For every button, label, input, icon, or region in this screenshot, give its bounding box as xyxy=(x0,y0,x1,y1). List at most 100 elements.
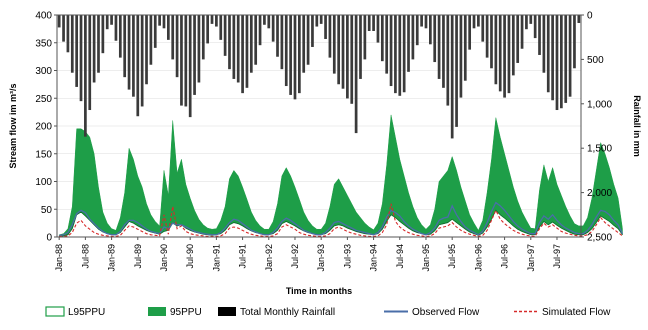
line-layer xyxy=(59,201,624,238)
x-tick-label: Jul-95 xyxy=(447,244,457,269)
rain-bar xyxy=(180,15,183,106)
y-tick-label-right: 1,000 xyxy=(587,99,612,110)
rain-bar xyxy=(402,15,406,93)
rain-bar xyxy=(337,15,341,85)
rain-bar xyxy=(249,15,253,73)
y-tick-label-right: 500 xyxy=(587,55,604,66)
rain-bar xyxy=(324,15,327,39)
rain-bar xyxy=(455,15,458,127)
x-tick-label: Jan-88 xyxy=(54,244,64,272)
rain-bar xyxy=(359,15,362,79)
rain-bar xyxy=(525,15,528,30)
x-tick-label: Jan-90 xyxy=(159,244,169,272)
legend-label: 95PPU xyxy=(170,307,202,318)
x-tick-label: Jul-92 xyxy=(290,244,300,269)
rain-bar xyxy=(175,15,179,78)
y-tick-label-left: 400 xyxy=(35,11,52,22)
x-tick-label: Jan-94 xyxy=(369,244,379,272)
x-tick-label: Jul-94 xyxy=(395,244,405,269)
rain-bar xyxy=(293,15,297,100)
rain-bar xyxy=(276,15,279,57)
rain-bar xyxy=(520,15,524,49)
rain-bar xyxy=(171,15,175,60)
x-tick-label: Jan-92 xyxy=(264,244,274,272)
rain-bar xyxy=(498,15,502,92)
rain-bar xyxy=(88,15,92,111)
rain-bar xyxy=(468,15,472,50)
rain-bar xyxy=(503,15,506,98)
rain-bar xyxy=(437,15,441,79)
rain-bar xyxy=(511,15,515,76)
rain-bar xyxy=(560,15,563,109)
rain-bar xyxy=(533,15,537,39)
rain-bar xyxy=(92,15,96,83)
rain-bar xyxy=(193,15,196,95)
rain-bar xyxy=(494,15,498,85)
x-tick-label: Jul-90 xyxy=(185,244,195,269)
rain-bar xyxy=(415,15,419,46)
rain-bar xyxy=(420,15,423,27)
rain-bar xyxy=(363,15,367,60)
rain-bar xyxy=(197,15,201,83)
rain-bar xyxy=(66,15,70,53)
rain-bar xyxy=(568,15,572,97)
band-95ppu xyxy=(58,114,623,237)
rain-bar xyxy=(385,15,389,74)
rain-bar xyxy=(210,15,214,24)
rain-bar xyxy=(79,15,83,102)
legend-swatch-outline xyxy=(45,306,65,317)
rain-bar xyxy=(315,15,319,27)
rain-bar xyxy=(267,15,271,29)
rain-bar xyxy=(394,15,397,94)
rain-bar xyxy=(241,15,244,94)
legend-label: Total Monthly Rainfall xyxy=(240,307,335,318)
rain-bar xyxy=(136,15,140,117)
rain-bar xyxy=(184,15,188,107)
rain-bar xyxy=(162,15,166,29)
legend-symbol xyxy=(218,307,236,316)
rain-bar xyxy=(284,15,288,87)
rain-bar xyxy=(232,15,236,79)
rain-bar xyxy=(442,15,445,88)
left-axis: 0 50 100 150 200 250 300 350 400 xyxy=(35,11,57,244)
rain-bar xyxy=(206,15,210,44)
rain-bar xyxy=(289,15,292,95)
rain-bar xyxy=(97,15,100,73)
y-tick-label-right: 1,500 xyxy=(587,144,612,155)
legend-label: Simulated Flow xyxy=(542,307,611,318)
y-axis-label-left: Stream flow im m³/s xyxy=(8,83,18,168)
legend-swatch-fill xyxy=(148,307,166,316)
rain-bar xyxy=(110,15,113,25)
rain-bar xyxy=(263,15,266,25)
rain-bar xyxy=(538,15,541,55)
rain-bar xyxy=(311,15,314,47)
rain-bar xyxy=(105,15,109,30)
rain-bar xyxy=(62,15,65,42)
rain-bar xyxy=(132,15,135,97)
rain-bar xyxy=(546,15,550,93)
rain-bar xyxy=(219,15,223,40)
rain-bar xyxy=(328,15,332,58)
rain-bar xyxy=(490,15,493,69)
rain-bar xyxy=(298,15,301,94)
grid-layer xyxy=(57,42,581,210)
rain-bar xyxy=(507,15,511,94)
y-tick-label-right: 0 xyxy=(587,11,593,22)
rain-bar xyxy=(228,15,231,70)
y-tick-label-left: 0 xyxy=(46,233,52,244)
legend-label: Observed Flow xyxy=(412,307,480,318)
rain-bar xyxy=(306,15,310,65)
rain-bar xyxy=(302,15,306,73)
rain-bar xyxy=(254,15,258,65)
rain-bar xyxy=(555,15,559,111)
rain-bar xyxy=(472,15,476,29)
rain-bar xyxy=(341,15,345,89)
rain-bar xyxy=(564,15,568,103)
rain-bar xyxy=(245,15,249,88)
legend-label: L95PPU xyxy=(68,307,105,318)
y-tick-label-left: 350 xyxy=(35,38,52,49)
rain-bar xyxy=(236,15,240,83)
y-tick-label-left: 250 xyxy=(35,94,52,105)
rain-bar xyxy=(372,15,375,31)
